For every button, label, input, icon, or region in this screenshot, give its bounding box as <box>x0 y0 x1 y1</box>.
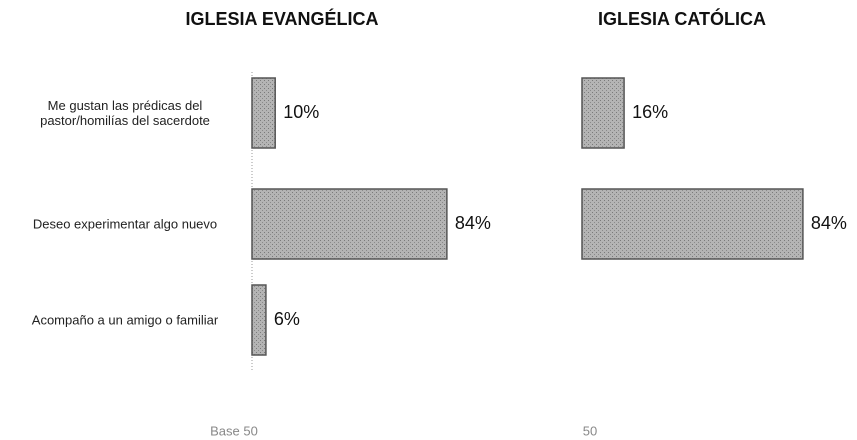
bar <box>251 188 448 260</box>
value-label: 16% <box>632 102 668 122</box>
value-label: 84% <box>455 213 491 233</box>
category-label: Me gustan las prédicas del pastor/homilí… <box>40 98 210 128</box>
value-label: 6% <box>274 309 300 329</box>
chart-title: IGLESIA CATÓLICA <box>598 8 766 29</box>
bar <box>251 77 276 149</box>
chart-title: IGLESIA EVANGÉLICA <box>185 8 378 29</box>
footer: 50 <box>583 423 597 438</box>
value-label: 84% <box>811 213 847 233</box>
bar <box>581 188 804 260</box>
category-label: Acompaño a un amigo o familiar <box>31 312 219 328</box>
bar <box>581 77 625 149</box>
value-label: 10% <box>283 102 319 122</box>
category-label: Deseo experimentar algo nuevo <box>32 216 218 232</box>
bar <box>251 284 267 356</box>
footer: Base 50 <box>210 423 258 438</box>
